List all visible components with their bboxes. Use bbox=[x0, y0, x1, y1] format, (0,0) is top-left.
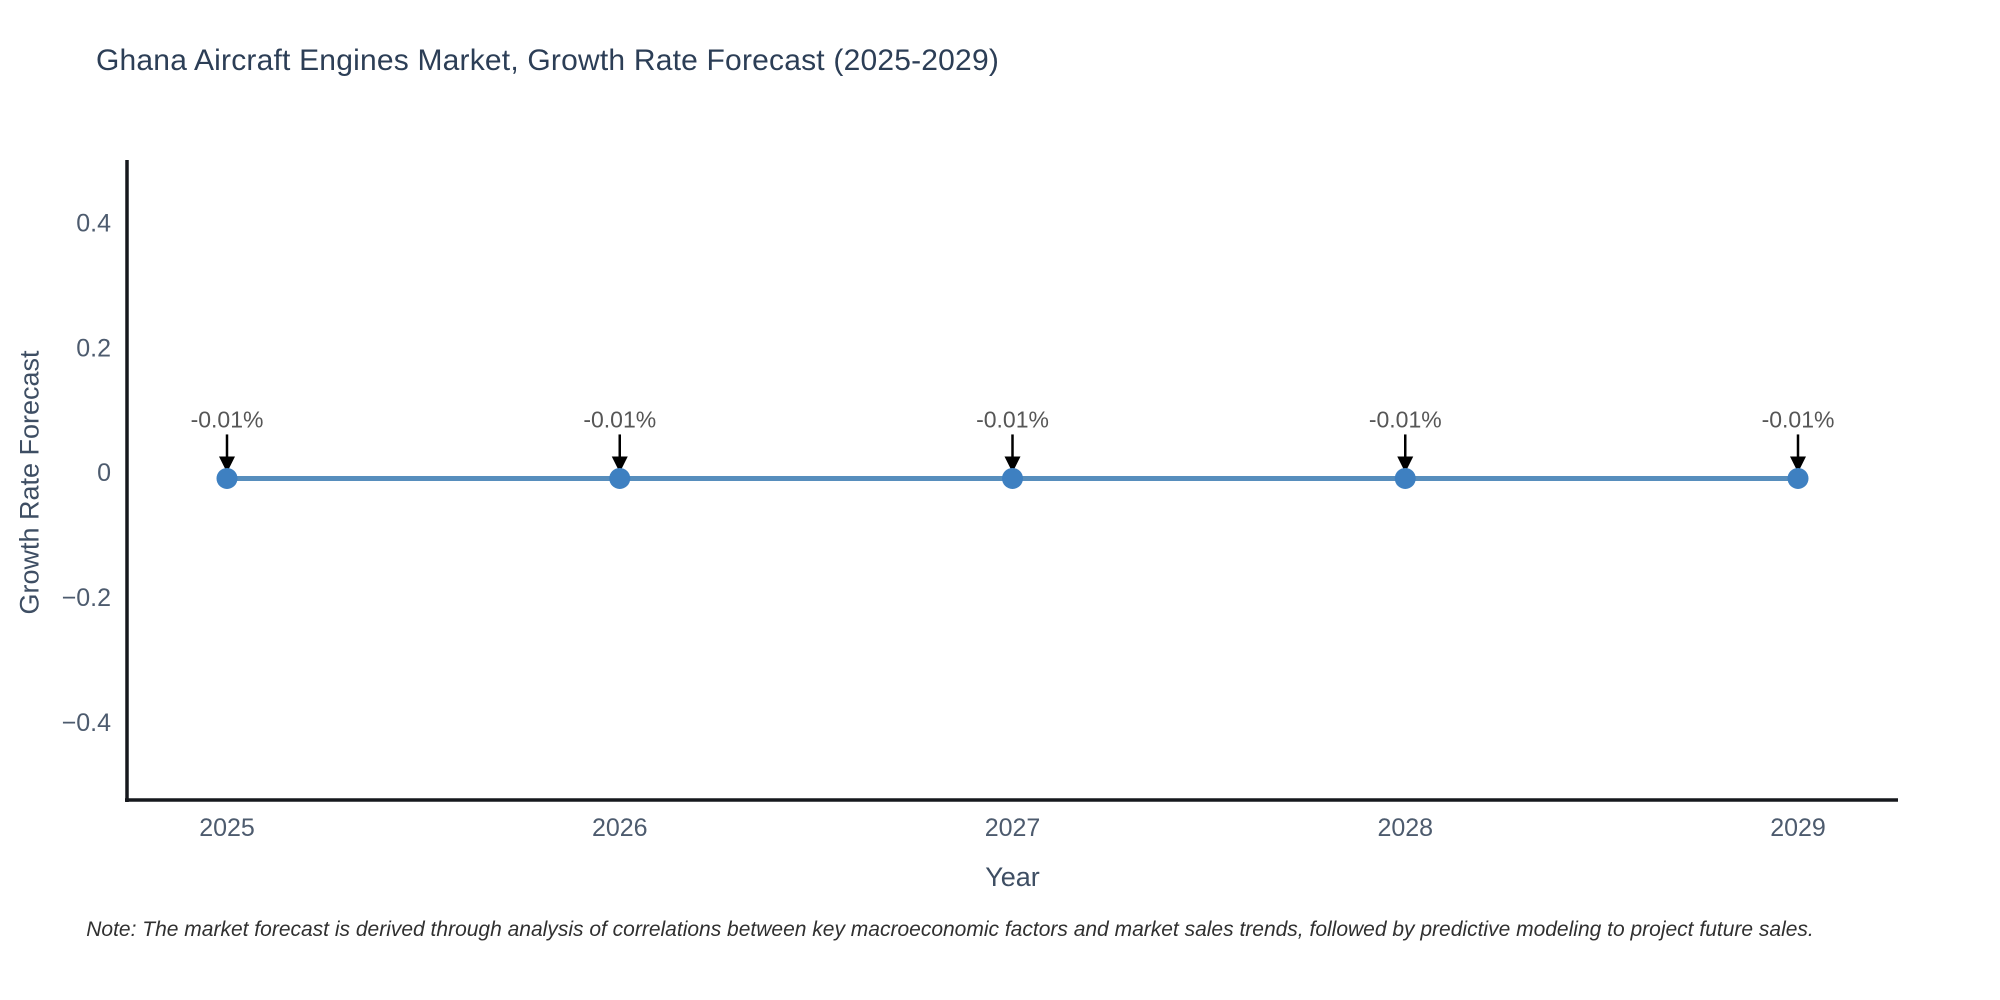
data-point-2029[interactable] bbox=[1787, 467, 1809, 489]
data-point-2027[interactable] bbox=[1002, 467, 1023, 489]
y-tick-label: 0.2 bbox=[76, 334, 111, 362]
y-tick-label: −0.2 bbox=[62, 584, 111, 612]
point-annotation-label: -0.01% bbox=[1369, 406, 1442, 432]
chart-footnote: Note: The market forecast is derived thr… bbox=[86, 918, 1814, 941]
y-tick-label: 0.4 bbox=[76, 209, 111, 237]
data-point-2025[interactable] bbox=[216, 467, 238, 489]
y-axis-title: Growth Rate Forecast bbox=[14, 350, 45, 615]
y-tick-label: 0 bbox=[97, 459, 111, 487]
point-annotation-label: -0.01% bbox=[191, 406, 264, 432]
point-annotation-label: -0.01% bbox=[583, 406, 656, 432]
x-tick-label: 2026 bbox=[592, 814, 648, 842]
annotation-arrowhead-icon bbox=[611, 456, 628, 473]
x-axis-title: Year bbox=[985, 862, 1040, 892]
data-point-2026[interactable] bbox=[609, 467, 631, 489]
annotation-arrowhead-icon bbox=[1397, 456, 1414, 473]
x-tick-label: 2028 bbox=[1377, 814, 1433, 842]
annotation-arrowhead-icon bbox=[219, 456, 235, 473]
x-tick-label: 2027 bbox=[985, 814, 1041, 842]
annotation-arrowhead-icon bbox=[1004, 456, 1021, 473]
data-point-2028[interactable] bbox=[1394, 467, 1416, 489]
x-tick-label: 2025 bbox=[199, 814, 255, 842]
annotation-arrowhead-icon bbox=[1790, 456, 1806, 473]
chart-title: Ghana Aircraft Engines Market, Growth Ra… bbox=[96, 44, 1000, 77]
point-annotation-label: -0.01% bbox=[1762, 406, 1835, 432]
y-tick-label: −0.4 bbox=[62, 709, 111, 737]
x-tick-label: 2029 bbox=[1770, 814, 1826, 842]
point-annotation-label: -0.01% bbox=[976, 406, 1049, 432]
